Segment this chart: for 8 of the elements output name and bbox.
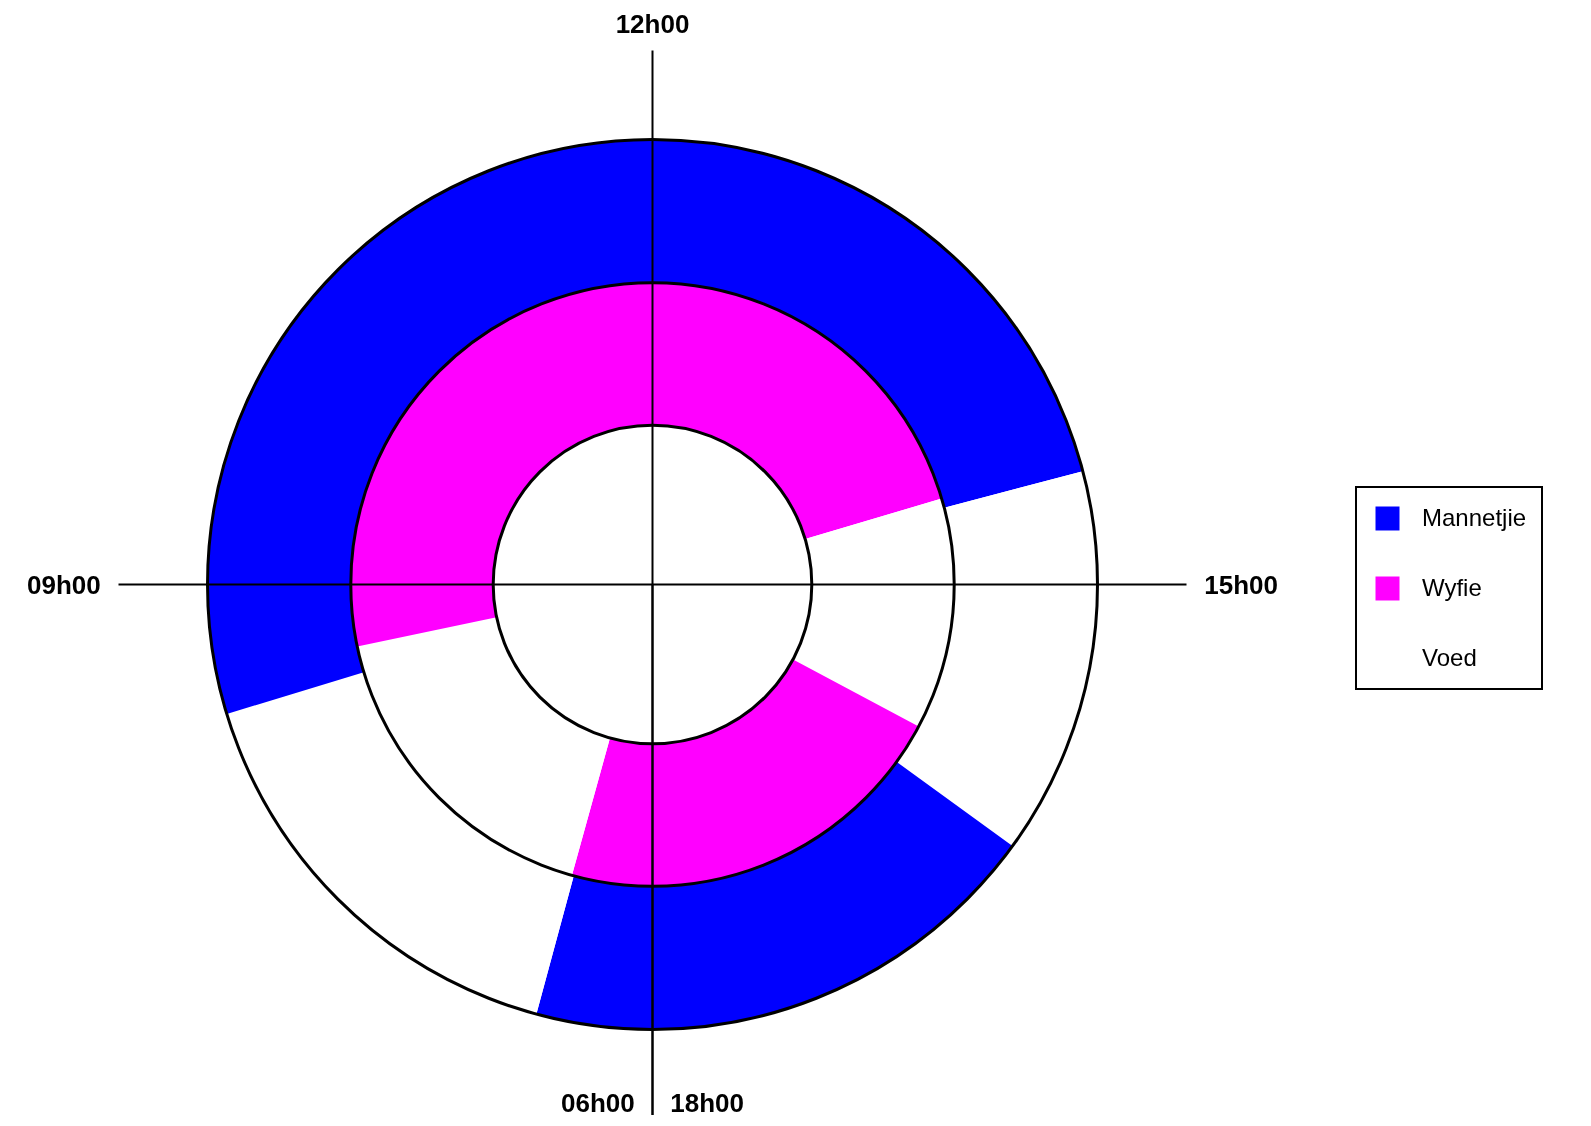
text: 15h00 xyxy=(1204,569,1279,600)
text: 09h00 xyxy=(26,569,101,600)
text: 06h00 xyxy=(560,1087,635,1118)
text: Voed xyxy=(1422,644,1477,672)
legend-label: Wyfie xyxy=(1422,574,1482,602)
text: 12h00 xyxy=(615,8,690,39)
text: 18h00 xyxy=(670,1087,745,1118)
legend-label: Mannetjie xyxy=(1422,504,1527,532)
